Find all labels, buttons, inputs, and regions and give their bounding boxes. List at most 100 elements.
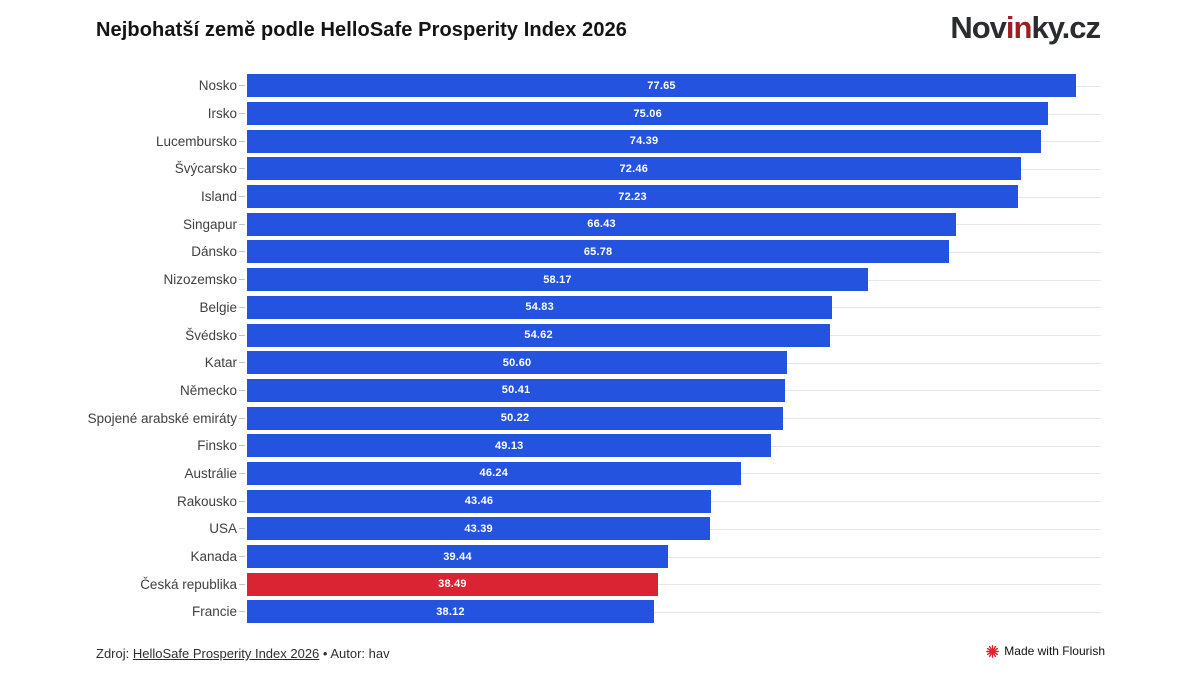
value-label: 72.23 <box>618 190 647 203</box>
value-label: 43.39 <box>464 522 493 535</box>
chart-row: Rakousko 43.46 <box>0 487 1200 515</box>
axis-tick <box>237 251 247 252</box>
bar-area: 54.62 <box>247 321 1101 349</box>
axis-tick <box>237 556 247 557</box>
bar-area: 50.41 <box>247 377 1101 405</box>
bar: 38.49 <box>247 572 658 596</box>
chart-row: Dánsko 65.78 <box>0 238 1200 266</box>
chart-row: Nosko 77.65 <box>0 72 1200 100</box>
chart-row: Singapur 66.43 <box>0 210 1200 238</box>
bar-area: 38.49 <box>247 570 1101 598</box>
chart-row: Finsko 49.13 <box>0 432 1200 460</box>
source-prefix: Zdroj: <box>96 646 133 661</box>
chart-row: Kanada 39.44 <box>0 543 1200 571</box>
bar-area: 46.24 <box>247 460 1101 488</box>
category-label: USA <box>209 521 237 537</box>
bar: 46.24 <box>247 461 741 485</box>
bar-area: 74.39 <box>247 127 1101 155</box>
category-label: Švédsko <box>185 327 237 343</box>
category-label: Spojené arabské emiráty <box>87 410 237 426</box>
chart-row: Lucembursko 74.39 <box>0 127 1200 155</box>
category-label: Německo <box>179 382 237 398</box>
chart-row: Česká republika 38.49 <box>0 570 1200 598</box>
value-label: 50.41 <box>501 384 531 397</box>
category-label: Lucembursko <box>155 133 237 149</box>
category-label: Švýcarsko <box>174 161 237 177</box>
axis-tick <box>237 168 247 169</box>
bar-area: 50.60 <box>247 349 1101 377</box>
bar-area: 43.39 <box>247 515 1101 543</box>
value-label: 50.22 <box>500 412 530 425</box>
bar: 50.60 <box>247 351 788 375</box>
bar-area: 39.44 <box>247 543 1101 571</box>
chart-row: Švédsko 54.62 <box>0 321 1200 349</box>
category-label: Rakousko <box>176 493 237 509</box>
value-label: 50.60 <box>502 356 532 369</box>
bar-area: 54.83 <box>247 294 1101 322</box>
category-label: Austrálie <box>184 465 237 481</box>
value-label: 75.06 <box>633 107 662 120</box>
bar-area: 58.17 <box>247 266 1101 294</box>
bar-area: 50.22 <box>247 404 1101 432</box>
axis-tick <box>237 335 247 336</box>
logo-text-accent: in <box>1005 10 1033 45</box>
value-label: 54.83 <box>525 301 554 314</box>
value-label: 74.39 <box>629 135 659 148</box>
chart-row: Katar 50.60 <box>0 349 1200 377</box>
chart-row: Island 72.23 <box>0 183 1200 211</box>
value-label: 39.44 <box>443 550 472 563</box>
value-label: 54.62 <box>524 329 553 342</box>
bar: 75.06 <box>247 102 1049 126</box>
value-label: 49.13 <box>494 439 524 452</box>
axis-tick <box>237 113 247 114</box>
row-gridline <box>247 611 1101 613</box>
category-label: Česká republika <box>140 576 237 592</box>
axis-tick <box>237 362 247 363</box>
category-label: Irsko <box>207 106 237 122</box>
novinky-logo[interactable]: Novinky.cz <box>950 10 1101 46</box>
flourish-label: Made with Flourish <box>1004 644 1105 658</box>
chart-row: Švýcarsko 72.46 <box>0 155 1200 183</box>
value-label: 38.49 <box>438 578 467 591</box>
bar-area: 75.06 <box>247 100 1101 128</box>
value-label: 43.46 <box>464 495 494 508</box>
bar: 43.46 <box>247 489 711 513</box>
bar: 50.22 <box>247 406 784 430</box>
bar: 54.62 <box>247 323 831 347</box>
value-label: 38.12 <box>436 605 465 618</box>
chart-row: Belgie 54.83 <box>0 294 1200 322</box>
logo-text-part1: Nov <box>950 10 1007 45</box>
value-label: 65.78 <box>583 245 613 258</box>
bar: 65.78 <box>247 240 950 264</box>
bar-chart: Nosko 77.65 Irsko 75.06 Lucembursko 74.39 Švýc… <box>0 72 1200 626</box>
axis-tick <box>237 141 247 142</box>
value-label: 77.65 <box>647 79 676 92</box>
bar: 50.41 <box>247 378 786 402</box>
category-label: Nosko <box>198 78 237 94</box>
bar: 54.83 <box>247 295 833 319</box>
bar: 49.13 <box>247 434 772 458</box>
category-label: Finsko <box>197 438 237 454</box>
value-label: 46.24 <box>479 467 509 480</box>
chart-row: Nizozemsko 58.17 <box>0 266 1200 294</box>
bar-area: 65.78 <box>247 238 1101 266</box>
category-label: Belgie <box>199 299 237 315</box>
logo-text-part3: ky.cz <box>1031 10 1101 45</box>
axis-tick <box>237 418 247 419</box>
axis-tick <box>237 528 247 529</box>
axis-tick <box>237 584 247 585</box>
chart-row: Austrálie 46.24 <box>0 460 1200 488</box>
flourish-attribution[interactable]: Made with Flourish <box>986 644 1105 658</box>
axis-tick <box>237 390 247 391</box>
value-label: 72.46 <box>619 162 649 175</box>
bar: 72.46 <box>247 157 1021 181</box>
bar-area: 66.43 <box>247 210 1101 238</box>
value-label: 66.43 <box>587 218 616 231</box>
chart-row: USA 43.39 <box>0 515 1200 543</box>
bar: 66.43 <box>247 212 957 236</box>
flourish-flower-icon <box>986 644 1000 658</box>
bar-area: 38.12 <box>247 598 1101 626</box>
source-link[interactable]: HelloSafe Prosperity Index 2026 <box>132 646 320 661</box>
axis-tick <box>237 85 247 86</box>
